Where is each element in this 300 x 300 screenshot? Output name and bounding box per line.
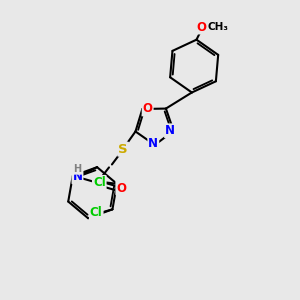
- Text: Cl: Cl: [93, 176, 106, 189]
- Text: O: O: [143, 103, 153, 116]
- Text: Cl: Cl: [90, 206, 103, 219]
- Text: O: O: [196, 20, 206, 34]
- Text: O: O: [116, 182, 126, 194]
- Text: CH₃: CH₃: [207, 22, 228, 32]
- Text: H: H: [74, 164, 82, 174]
- Text: N: N: [165, 124, 175, 137]
- Text: N: N: [148, 137, 158, 150]
- Text: S: S: [118, 143, 128, 156]
- Text: N: N: [73, 170, 82, 183]
